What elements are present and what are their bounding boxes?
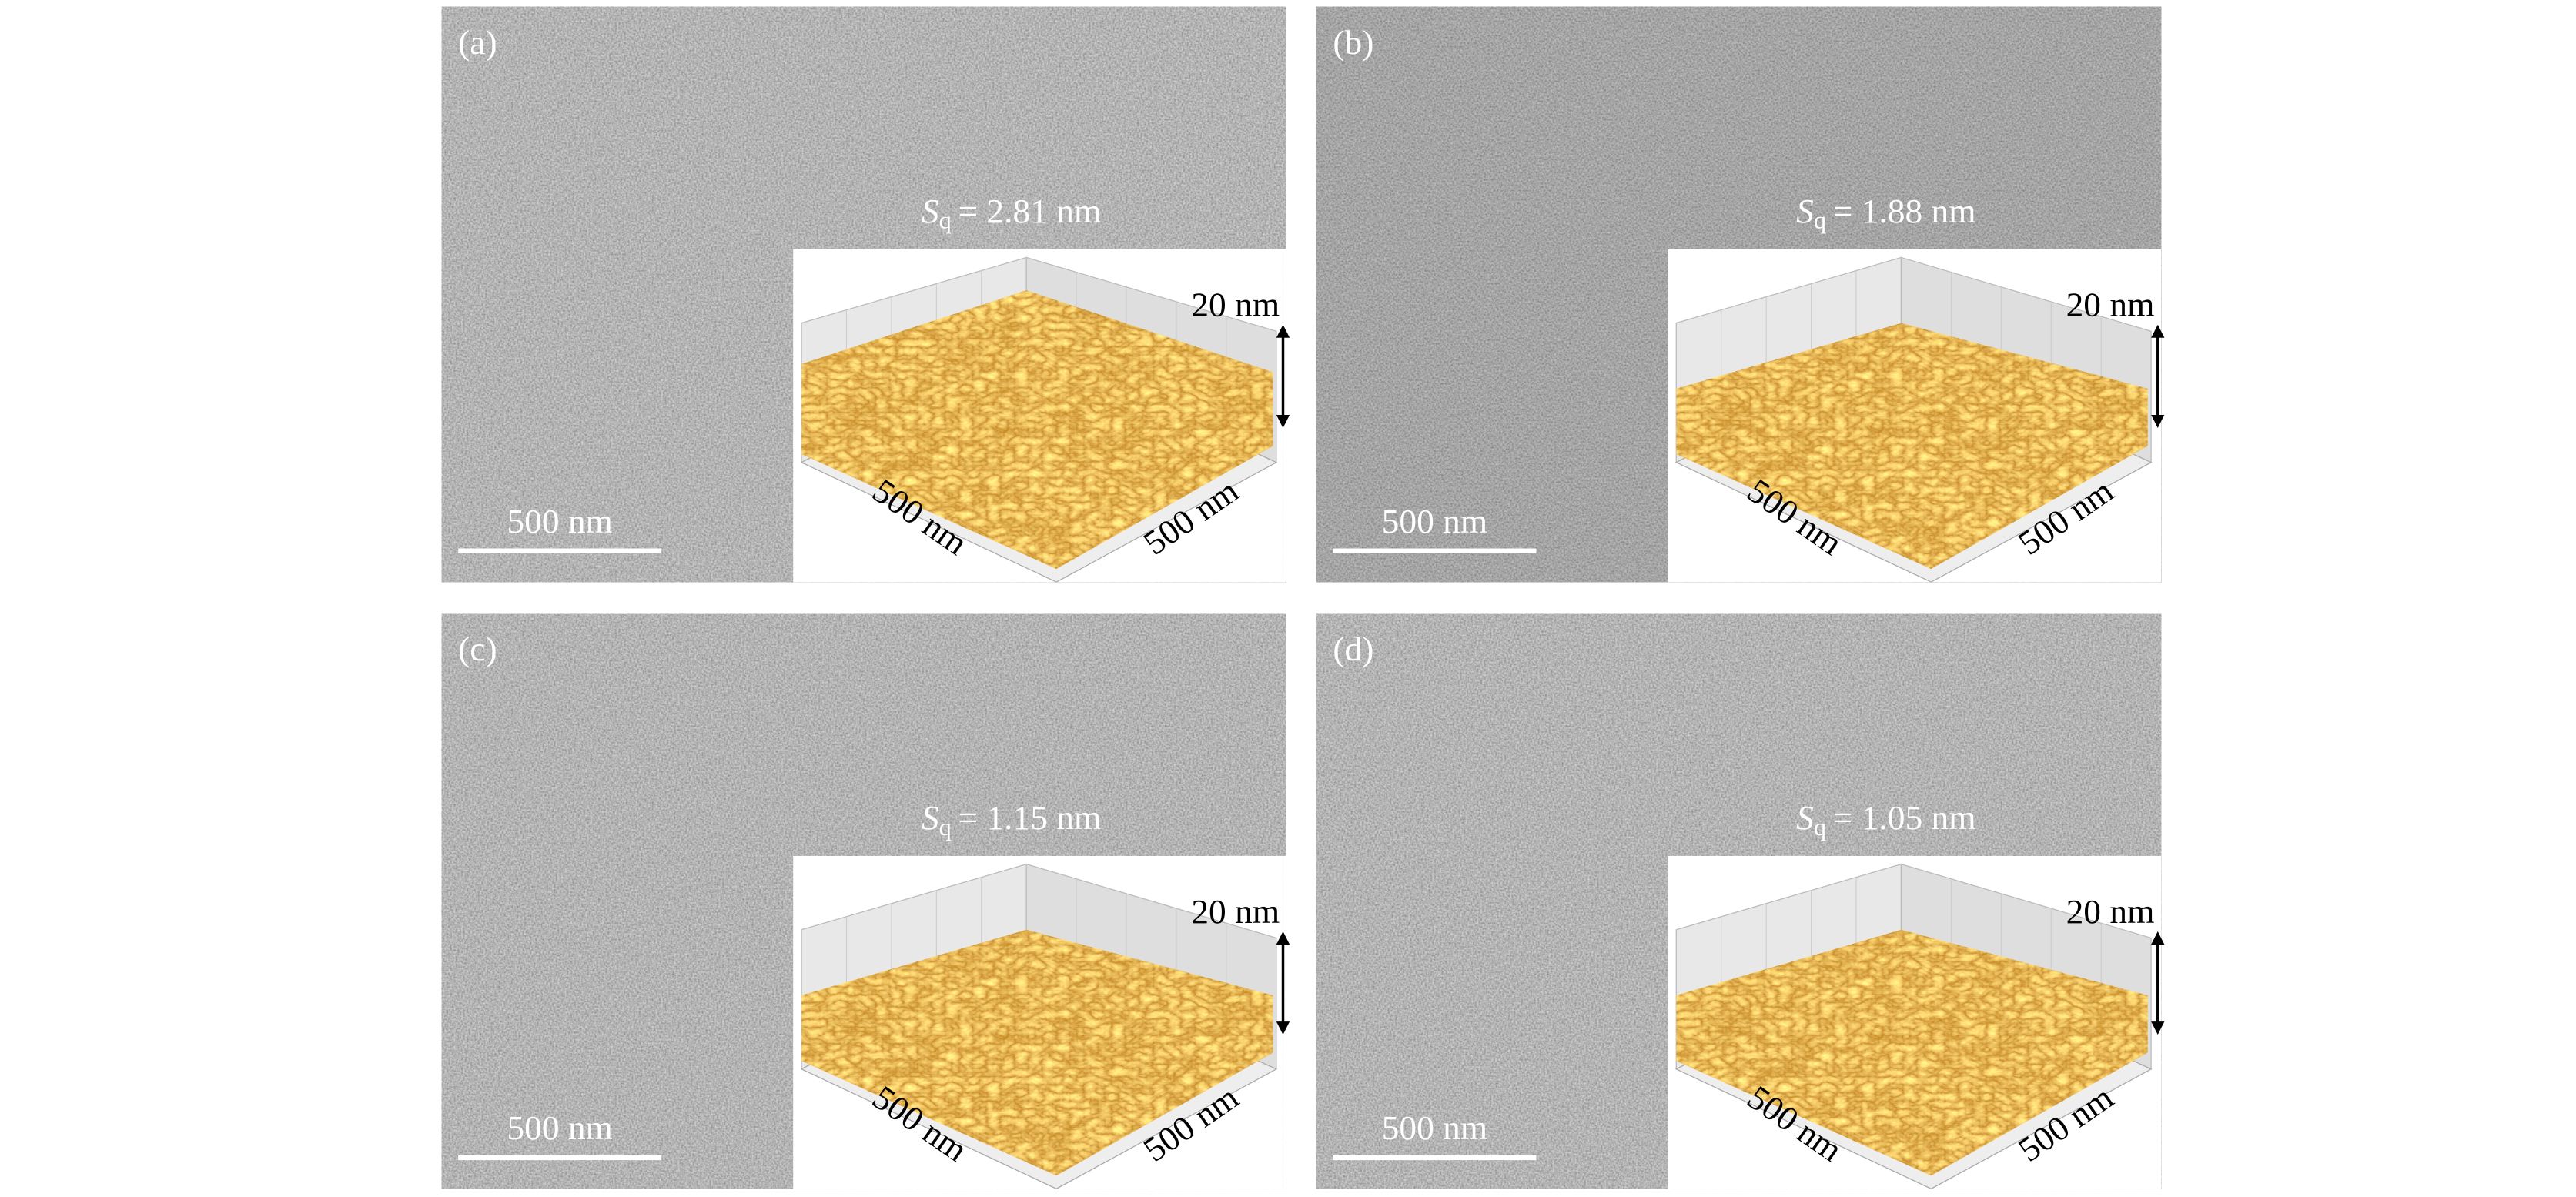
afm-surface	[1676, 929, 2148, 1176]
panel-label: (b)	[1333, 23, 1373, 62]
afm-surface	[801, 929, 1273, 1176]
height-label: 20 nm	[1191, 892, 1280, 931]
roughness-value: = 1.05 nm	[1833, 799, 1976, 838]
height-label: 20 nm	[2066, 892, 2155, 931]
roughness-value: = 2.81 nm	[958, 192, 1101, 231]
panel-label: (c)	[458, 630, 497, 668]
height-label: 20 nm	[1191, 286, 1280, 324]
roughness-subscript: q	[939, 206, 952, 234]
roughness-symbol: S	[922, 192, 939, 231]
roughness-label: Sq = 1.88 nm	[1796, 192, 1976, 234]
roughness-value: = 1.88 nm	[1833, 192, 1976, 231]
panel-label: (d)	[1333, 630, 1373, 668]
roughness-label: Sq = 1.15 nm	[922, 799, 1102, 841]
roughness-subscript: q	[1814, 813, 1826, 841]
scale-bar-label: 500 nm	[1382, 1108, 1488, 1147]
roughness-value: = 1.15 nm	[958, 799, 1101, 838]
height-label: 20 nm	[2066, 286, 2155, 324]
roughness-label: Sq = 2.81 nm	[922, 192, 1102, 234]
roughness-symbol: S	[922, 799, 939, 838]
roughness-subscript: q	[1814, 206, 1826, 234]
scale-bar-label: 500 nm	[1382, 502, 1488, 540]
afm-surface	[1676, 323, 2148, 570]
roughness-subscript: q	[939, 813, 952, 841]
roughness-symbol: S	[1796, 192, 1814, 231]
roughness-label: Sq = 1.05 nm	[1796, 799, 1976, 841]
panel-label: (a)	[458, 23, 497, 62]
roughness-symbol: S	[1796, 799, 1814, 838]
scale-bar-label: 500 nm	[507, 502, 613, 540]
afm-surface	[801, 290, 1273, 570]
scale-bar-label: 500 nm	[507, 1108, 613, 1147]
